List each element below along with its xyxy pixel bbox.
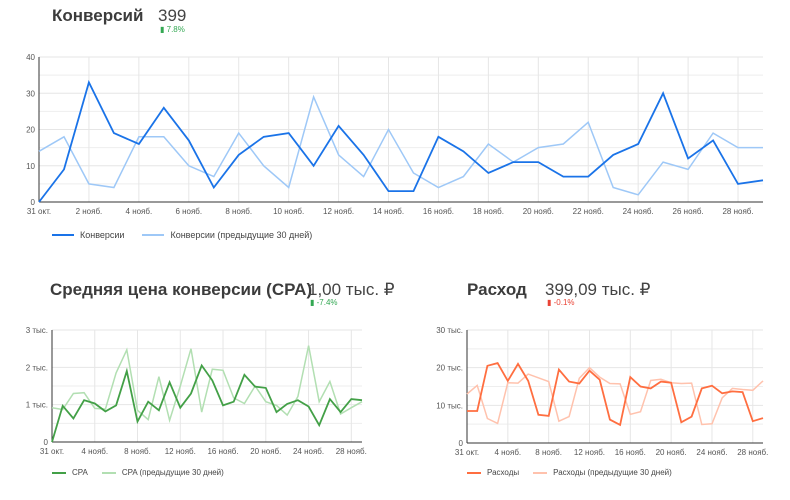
legend-label: Конверсии xyxy=(80,230,125,240)
series-line-current xyxy=(51,363,363,443)
legend-conversions[interactable]: Конверсии Конверсии (предыдущие 30 дней) xyxy=(52,230,312,240)
legend-label: CPA (предыдущие 30 дней) xyxy=(121,468,224,477)
delta-value: -7.4% xyxy=(316,298,338,307)
expense-value: 399,09 тыс. ₽ xyxy=(545,280,651,299)
series-line-previous xyxy=(466,366,764,426)
cpa-value: 1,00 тыс. ₽ xyxy=(308,280,395,299)
expense-delta: ▮ -0.1% xyxy=(547,298,575,307)
x-tick-label: 26 нояб. xyxy=(673,207,704,216)
x-tick-label: 31 окт. xyxy=(27,207,51,216)
cpa-title: Средняя цена конверсии (CPA) xyxy=(50,280,313,299)
legend-label: CPA xyxy=(72,468,88,477)
x-tick-label: 31 окт. xyxy=(455,448,479,457)
y-tick-label: 30 тыс. xyxy=(436,326,463,335)
y-tick-label: 20 тыс. xyxy=(436,364,463,373)
legend-label: Расходы (предыдущие 30 дней) xyxy=(553,468,672,477)
y-tick-label: 1 тыс. xyxy=(26,401,48,410)
legend-swatch xyxy=(533,471,548,474)
x-tick-label: 10 нояб. xyxy=(273,207,304,216)
y-tick-label: 30 xyxy=(26,89,35,98)
x-tick-label: 24 нояб. xyxy=(293,447,324,456)
x-tick-label: 12 нояб. xyxy=(323,207,354,216)
y-tick-label: 10 xyxy=(26,162,35,171)
x-tick-label: 16 нояб. xyxy=(423,207,454,216)
x-tick-label: 16 нояб. xyxy=(615,448,646,457)
x-tick-label: 28 нояб. xyxy=(737,448,768,457)
x-tick-label: 2 нояб. xyxy=(76,207,103,216)
x-tick-label: 28 нояб. xyxy=(722,207,753,216)
x-tick-label: 20 нояб. xyxy=(523,207,554,216)
y-tick-label: 0 xyxy=(459,439,464,448)
legend-cpa[interactable]: CPA CPA (предыдущие 30 дней) xyxy=(52,468,224,477)
x-tick-label: 31 окт. xyxy=(40,447,64,456)
x-tick-label: 8 нояб. xyxy=(225,207,252,216)
y-tick-label: 10 тыс. xyxy=(436,401,463,410)
conversions-delta: ▮ 7.8% xyxy=(160,25,185,34)
series-line-previous xyxy=(51,345,363,424)
y-tick-label: 20 xyxy=(26,126,35,135)
legend-swatch xyxy=(52,234,74,236)
y-tick-label: 0 xyxy=(44,438,49,447)
cpa-delta: ▮ -7.4% xyxy=(310,298,338,307)
x-tick-label: 8 нояб. xyxy=(124,447,151,456)
x-tick-label: 22 нояб. xyxy=(573,207,604,216)
delta-value: 7.8% xyxy=(166,25,185,34)
legend-swatch xyxy=(142,234,165,236)
x-tick-label: 6 нояб. xyxy=(175,207,202,216)
delta-value: -0.1% xyxy=(553,298,575,307)
x-tick-label: 18 нояб. xyxy=(473,207,504,216)
legend-expense[interactable]: Расходы Расходы (предыдущие 30 дней) xyxy=(467,468,672,477)
x-tick-label: 12 нояб. xyxy=(574,448,605,457)
legend-label: Расходы xyxy=(487,468,520,477)
series-line-previous xyxy=(38,94,763,196)
x-tick-label: 24 нояб. xyxy=(623,207,654,216)
x-tick-label: 24 нояб. xyxy=(696,448,727,457)
x-tick-label: 20 нояб. xyxy=(250,447,281,456)
x-tick-label: 14 нояб. xyxy=(373,207,404,216)
conversions-total: 399 xyxy=(158,6,187,25)
x-tick-label: 20 нояб. xyxy=(656,448,687,457)
x-tick-label: 28 нояб. xyxy=(336,447,367,456)
expense-title: Расход xyxy=(467,280,527,299)
legend-label: Конверсии (предыдущие 30 дней) xyxy=(170,230,313,240)
x-tick-label: 8 нояб. xyxy=(535,448,562,457)
conversions-title: Конверсий xyxy=(52,6,144,25)
x-tick-label: 4 нояб. xyxy=(126,207,153,216)
y-tick-label: 2 тыс. xyxy=(26,363,48,372)
x-tick-label: 4 нояб. xyxy=(494,448,521,457)
x-tick-label: 4 нояб. xyxy=(81,447,108,456)
y-tick-label: 40 xyxy=(26,53,35,62)
legend-swatch xyxy=(52,471,66,474)
x-tick-label: 16 нояб. xyxy=(207,447,238,456)
y-tick-label: 0 xyxy=(31,198,36,207)
legend-swatch xyxy=(101,471,116,474)
series-line-current xyxy=(467,362,764,427)
series-line-current xyxy=(38,79,764,203)
legend-swatch xyxy=(467,471,481,474)
x-tick-label: 12 нояб. xyxy=(165,447,196,456)
y-tick-label: 3 тыс. xyxy=(26,326,48,335)
